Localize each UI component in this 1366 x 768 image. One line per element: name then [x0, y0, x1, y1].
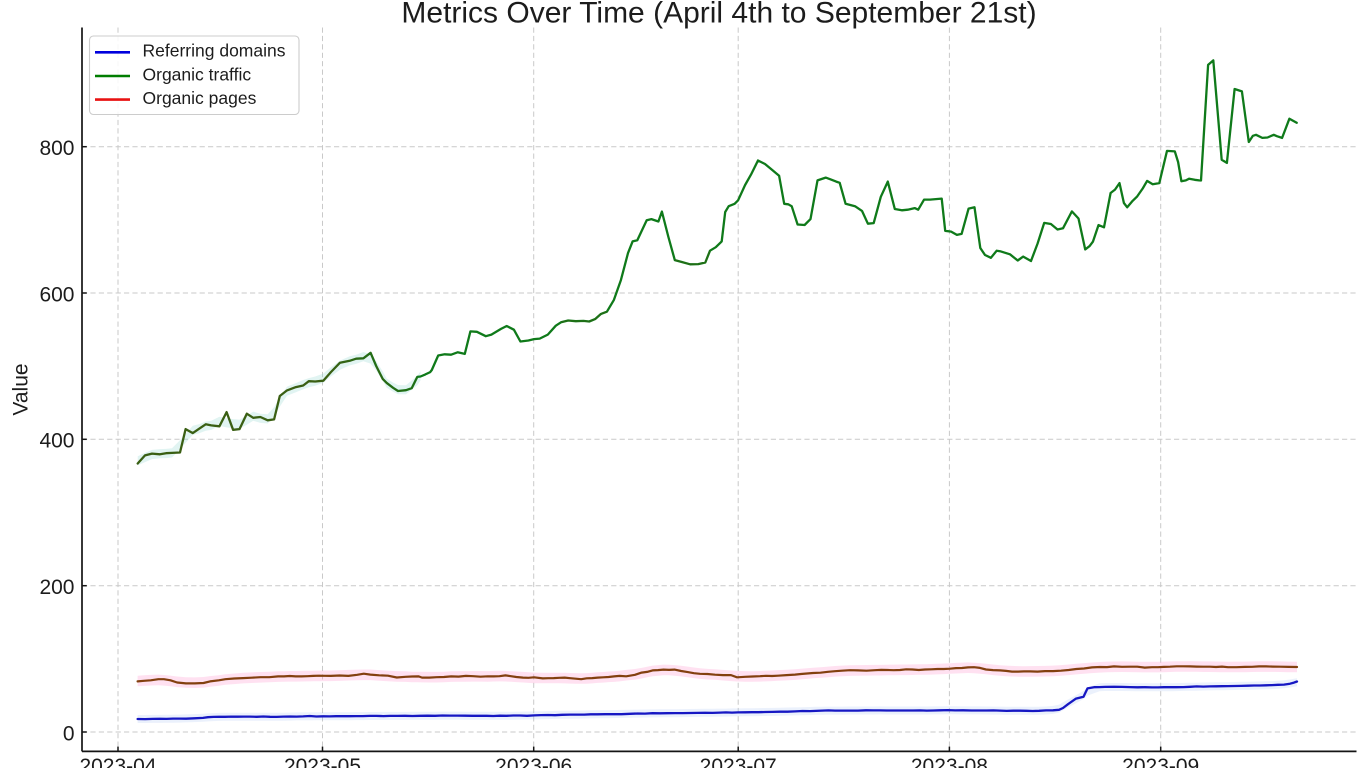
svg-text:2023-09: 2023-09 — [1122, 755, 1199, 768]
svg-text:Organic traffic: Organic traffic — [143, 64, 252, 84]
svg-text:Metrics Over Time (April 4th t: Metrics Over Time (April 4th to Septembe… — [401, 0, 1036, 30]
svg-text:600: 600 — [39, 283, 74, 306]
svg-text:Value: Value — [10, 363, 33, 415]
svg-text:2023-05: 2023-05 — [284, 755, 361, 768]
svg-text:2023-07: 2023-07 — [700, 755, 777, 768]
svg-text:800: 800 — [39, 137, 74, 160]
svg-text:200: 200 — [39, 576, 74, 599]
svg-text:2023-06: 2023-06 — [495, 755, 572, 768]
svg-text:0: 0 — [63, 722, 75, 745]
svg-text:Organic pages: Organic pages — [143, 88, 257, 108]
svg-text:Referring domains: Referring domains — [143, 41, 286, 61]
svg-text:2023-04: 2023-04 — [79, 755, 156, 768]
svg-text:2023-08: 2023-08 — [911, 755, 988, 768]
svg-text:400: 400 — [39, 430, 74, 453]
